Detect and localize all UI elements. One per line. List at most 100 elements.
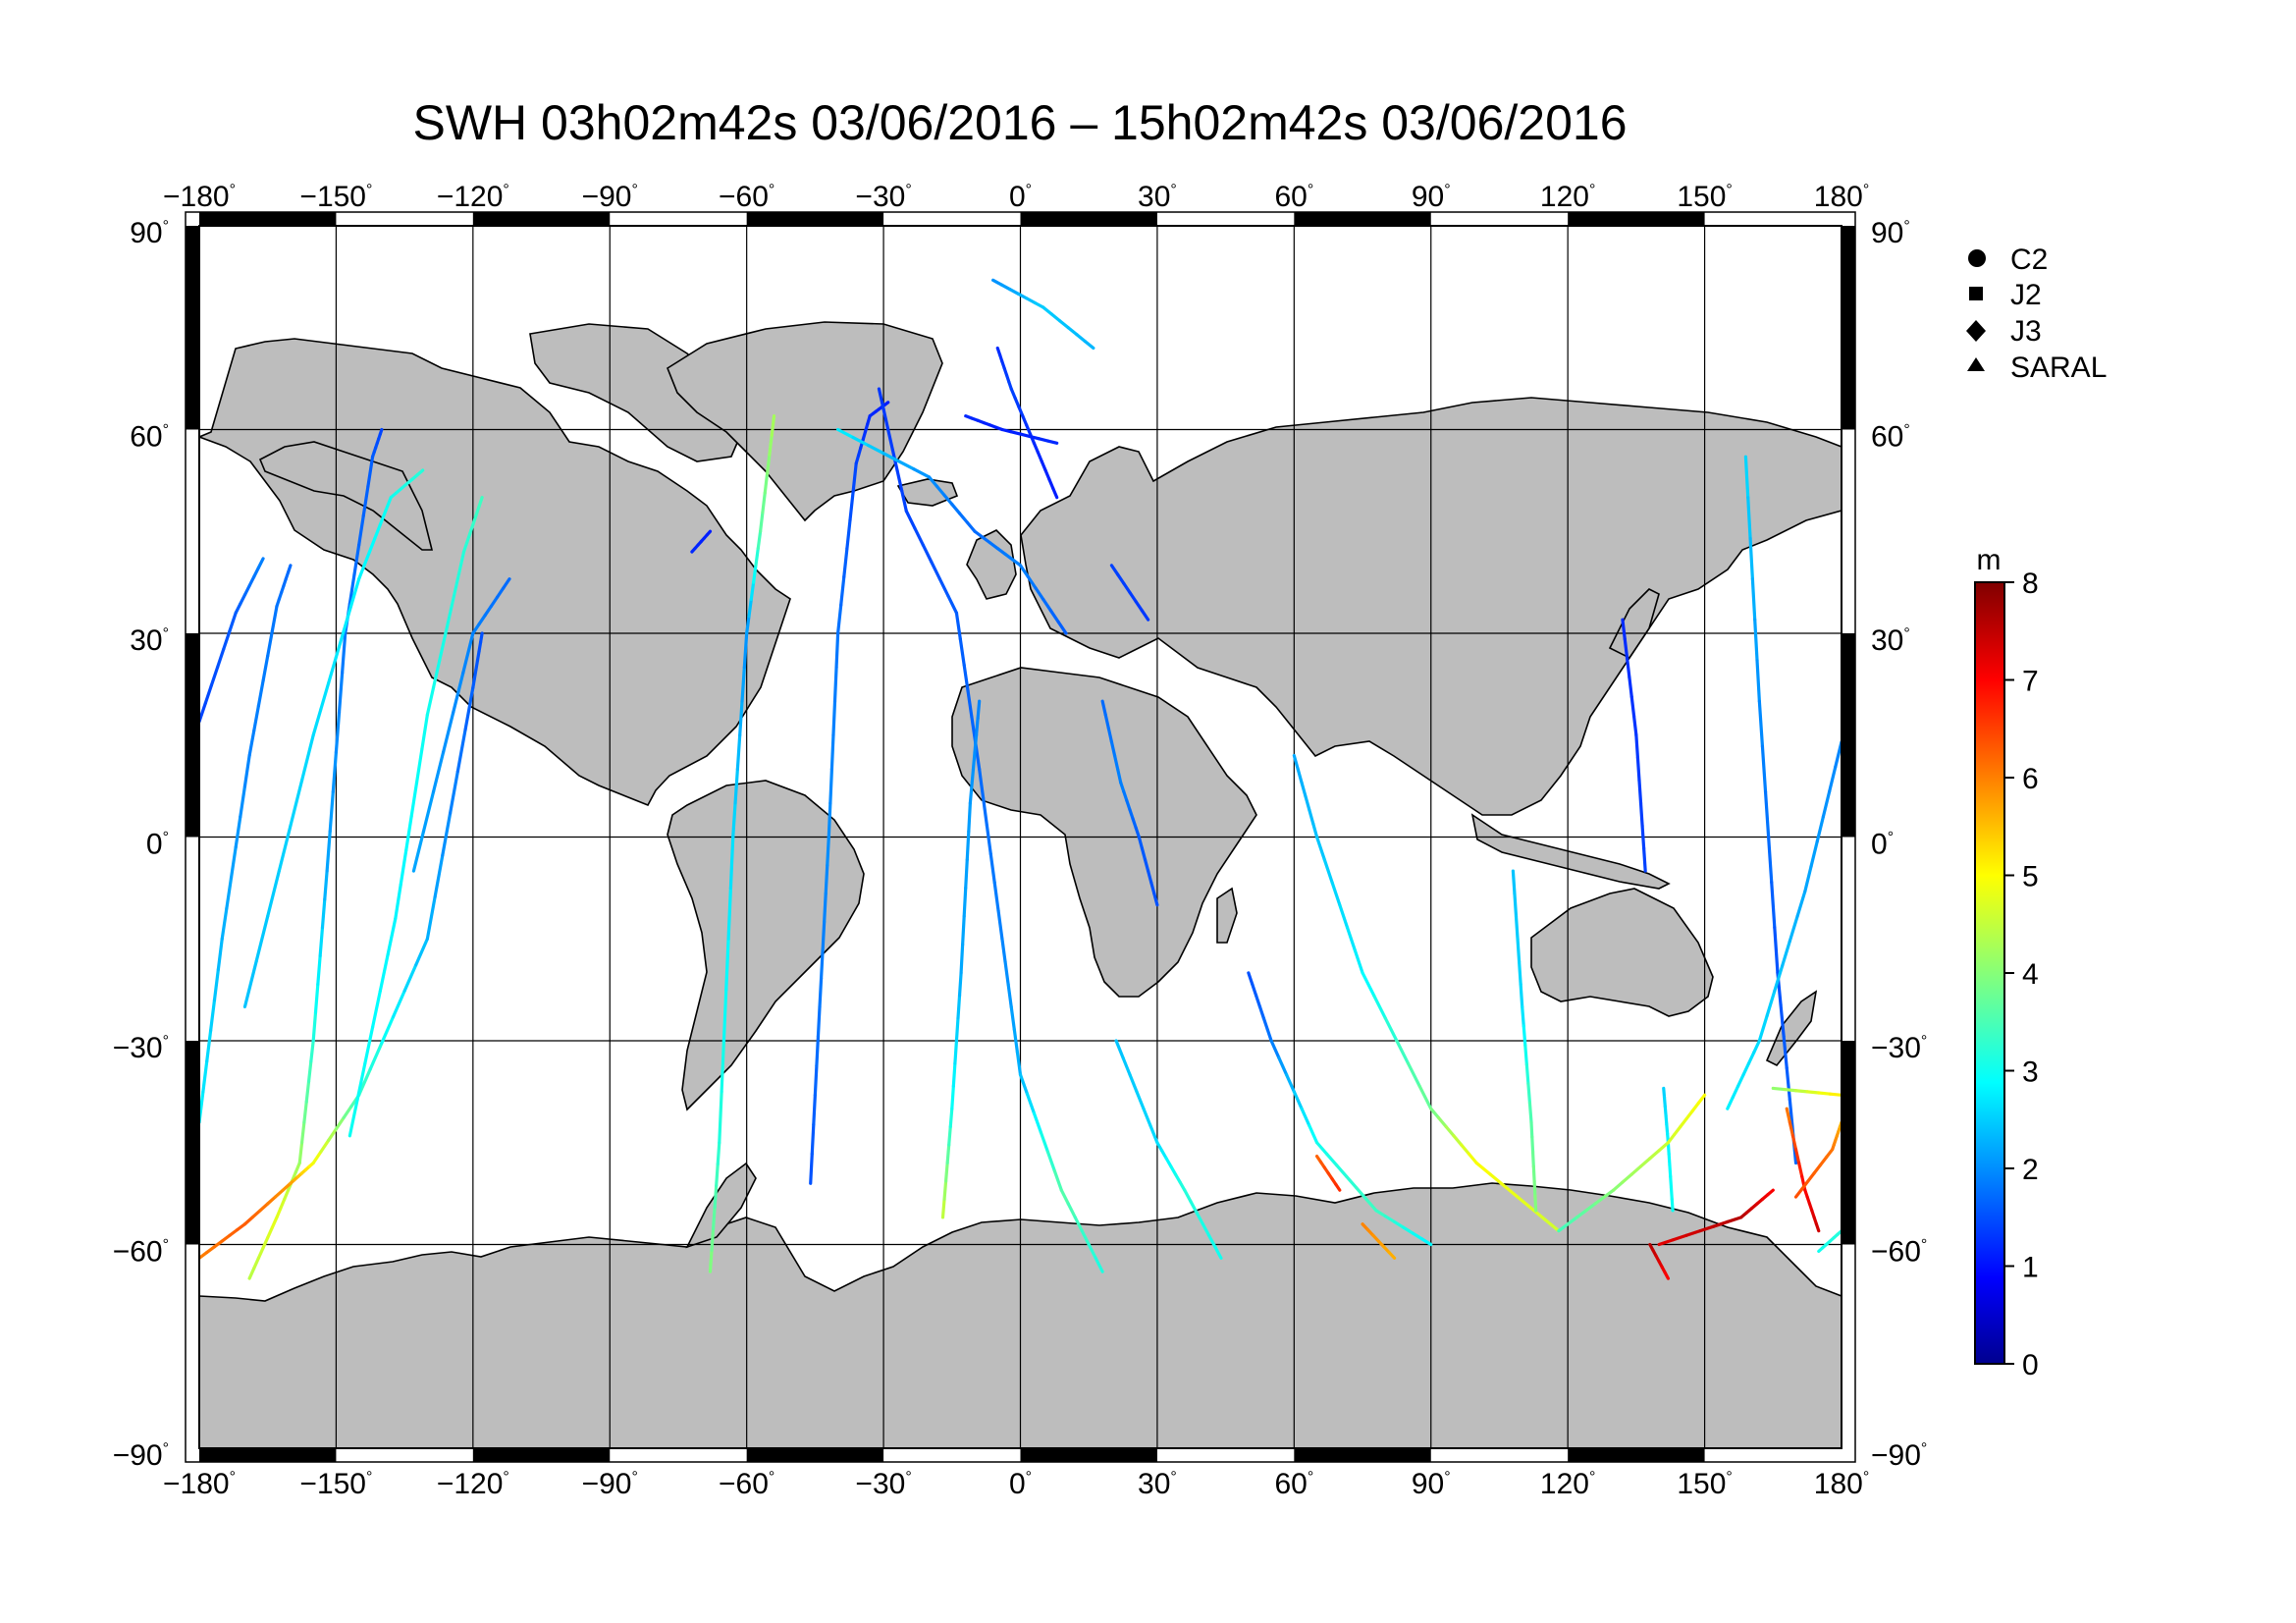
swh-track-segment (234, 602, 242, 615)
latitude-tick-label: 30° (1871, 624, 1910, 657)
frame-band-right (1842, 1041, 1855, 1245)
swh-track-segment (1364, 1197, 1378, 1213)
swh-track-segment (834, 631, 840, 670)
swh-track-segment (912, 467, 932, 479)
swh-track-segment (368, 1041, 384, 1071)
swh-track-segment (247, 729, 256, 758)
swh-track-segment (341, 631, 347, 675)
swh-track-segment (1387, 1250, 1397, 1260)
colorbar-tick-label: 8 (2022, 568, 2039, 600)
latitude-tick-label: 90° (130, 217, 169, 249)
swh-track-segment (1790, 1134, 1798, 1152)
swh-track-segment (1308, 1123, 1319, 1145)
swh-track-segment (1529, 1120, 1534, 1139)
swh-track-segment (1013, 396, 1021, 409)
swh-track-segment (1625, 656, 1631, 679)
swh-track-segment (1353, 948, 1364, 975)
swh-track-segment (836, 603, 843, 635)
swh-track-segment (967, 801, 972, 834)
swh-track-segment (971, 750, 977, 771)
swh-track-segment (1690, 1101, 1700, 1113)
swh-track-segment (942, 493, 954, 507)
swh-track-segment (1444, 1125, 1456, 1138)
swh-track-segment (1629, 1164, 1643, 1176)
swh-track-segment (1623, 637, 1629, 660)
swh-track-segment (1314, 835, 1326, 862)
swh-track-segment (299, 1120, 306, 1145)
longitude-tick-label: 150° (1677, 1468, 1732, 1500)
satellite-track (1785, 1107, 1821, 1233)
colorbar-gradient (1974, 581, 2005, 1365)
swh-track-segment (266, 869, 281, 918)
swh-track-segment (1308, 808, 1315, 826)
swh-track-segment (1269, 1039, 1281, 1059)
swh-track-segment (715, 1163, 720, 1188)
swh-track-segment (450, 577, 459, 608)
landmass-madagascar (1216, 887, 1238, 944)
swh-track-segment (294, 1161, 301, 1174)
swh-track-segment (239, 593, 247, 606)
longitude-labels-bottom: −180° −150° −120° −90° −60° −30° 0° 30° 60° 90° 12… (163, 1468, 1869, 1500)
swh-track-segment (1731, 1084, 1740, 1100)
swh-track-segment (934, 484, 946, 497)
swh-track-segment (1746, 496, 1752, 540)
swh-track-segment (421, 789, 436, 834)
swh-tracks (199, 278, 1842, 1280)
swh-track-segment (1757, 699, 1765, 748)
swh-track-segment (948, 1107, 954, 1129)
swh-track-segment (404, 815, 413, 852)
swh-track-segment (1785, 1066, 1791, 1102)
swh-track-segment (1667, 1152, 1672, 1167)
longitude-tick-label: 90° (1412, 181, 1451, 213)
swh-track-segment (1417, 1084, 1433, 1110)
frame-band-top (1568, 212, 1705, 226)
swh-track-segment (1322, 857, 1334, 885)
swh-track-segment (270, 604, 279, 633)
swh-track-segment (956, 994, 962, 1020)
swh-track-segment (1009, 387, 1017, 400)
swh-track-segment (721, 988, 728, 1043)
landmass-uk-ireland (966, 529, 1017, 600)
swh-track-segment (1621, 618, 1627, 641)
swh-track-segment (957, 512, 969, 524)
swh-track-segment (1311, 822, 1319, 839)
swh-track-segment (1334, 1182, 1342, 1192)
swh-track-segment (1788, 1120, 1795, 1138)
swh-track-segment (742, 631, 749, 670)
longitude-tick-label: 120° (1540, 1468, 1595, 1500)
longitude-tick-label: −60° (719, 181, 774, 213)
swh-track-segment (203, 683, 213, 706)
swh-track-segment (496, 586, 506, 599)
swh-track-segment (1018, 1072, 1030, 1096)
longitude-tick-label: 30° (1138, 1468, 1177, 1500)
swh-track-segment (327, 655, 339, 685)
swh-track-segment (1766, 1188, 1775, 1197)
swh-track-segment (1325, 1152, 1339, 1167)
swh-track-segment (900, 489, 908, 514)
swh-track-segment (1034, 586, 1045, 602)
swh-track-segment (250, 1209, 262, 1219)
swh-track-segment (981, 535, 992, 545)
swh-track-segment (380, 1015, 396, 1045)
longitude-tick-label: 0° (1009, 181, 1032, 213)
swh-track-segment (1502, 1183, 1520, 1199)
swh-track-segment (1673, 1125, 1682, 1137)
swh-track-segment (247, 1267, 256, 1280)
swh-track-segment (970, 767, 976, 788)
swh-track-segment (1149, 881, 1156, 895)
swh-track-segment (1638, 801, 1644, 828)
frame-band-top (472, 212, 611, 226)
swh-track-segment (1788, 1098, 1795, 1133)
latitude-tick-label: 60° (130, 421, 169, 454)
swh-track-segment (1009, 1004, 1016, 1032)
satellite-track (1100, 699, 1159, 907)
swh-track-segment (1080, 1229, 1091, 1247)
swh-track-segment (1748, 536, 1754, 581)
swh-track-segment (1657, 1141, 1671, 1153)
swh-track-segment (431, 659, 442, 689)
swh-track-segment (1780, 939, 1791, 968)
swh-track-segment (205, 1245, 217, 1255)
swh-track-segment (1828, 1092, 1842, 1097)
swh-track-segment (1128, 590, 1138, 604)
swh-track-segment (733, 767, 739, 805)
